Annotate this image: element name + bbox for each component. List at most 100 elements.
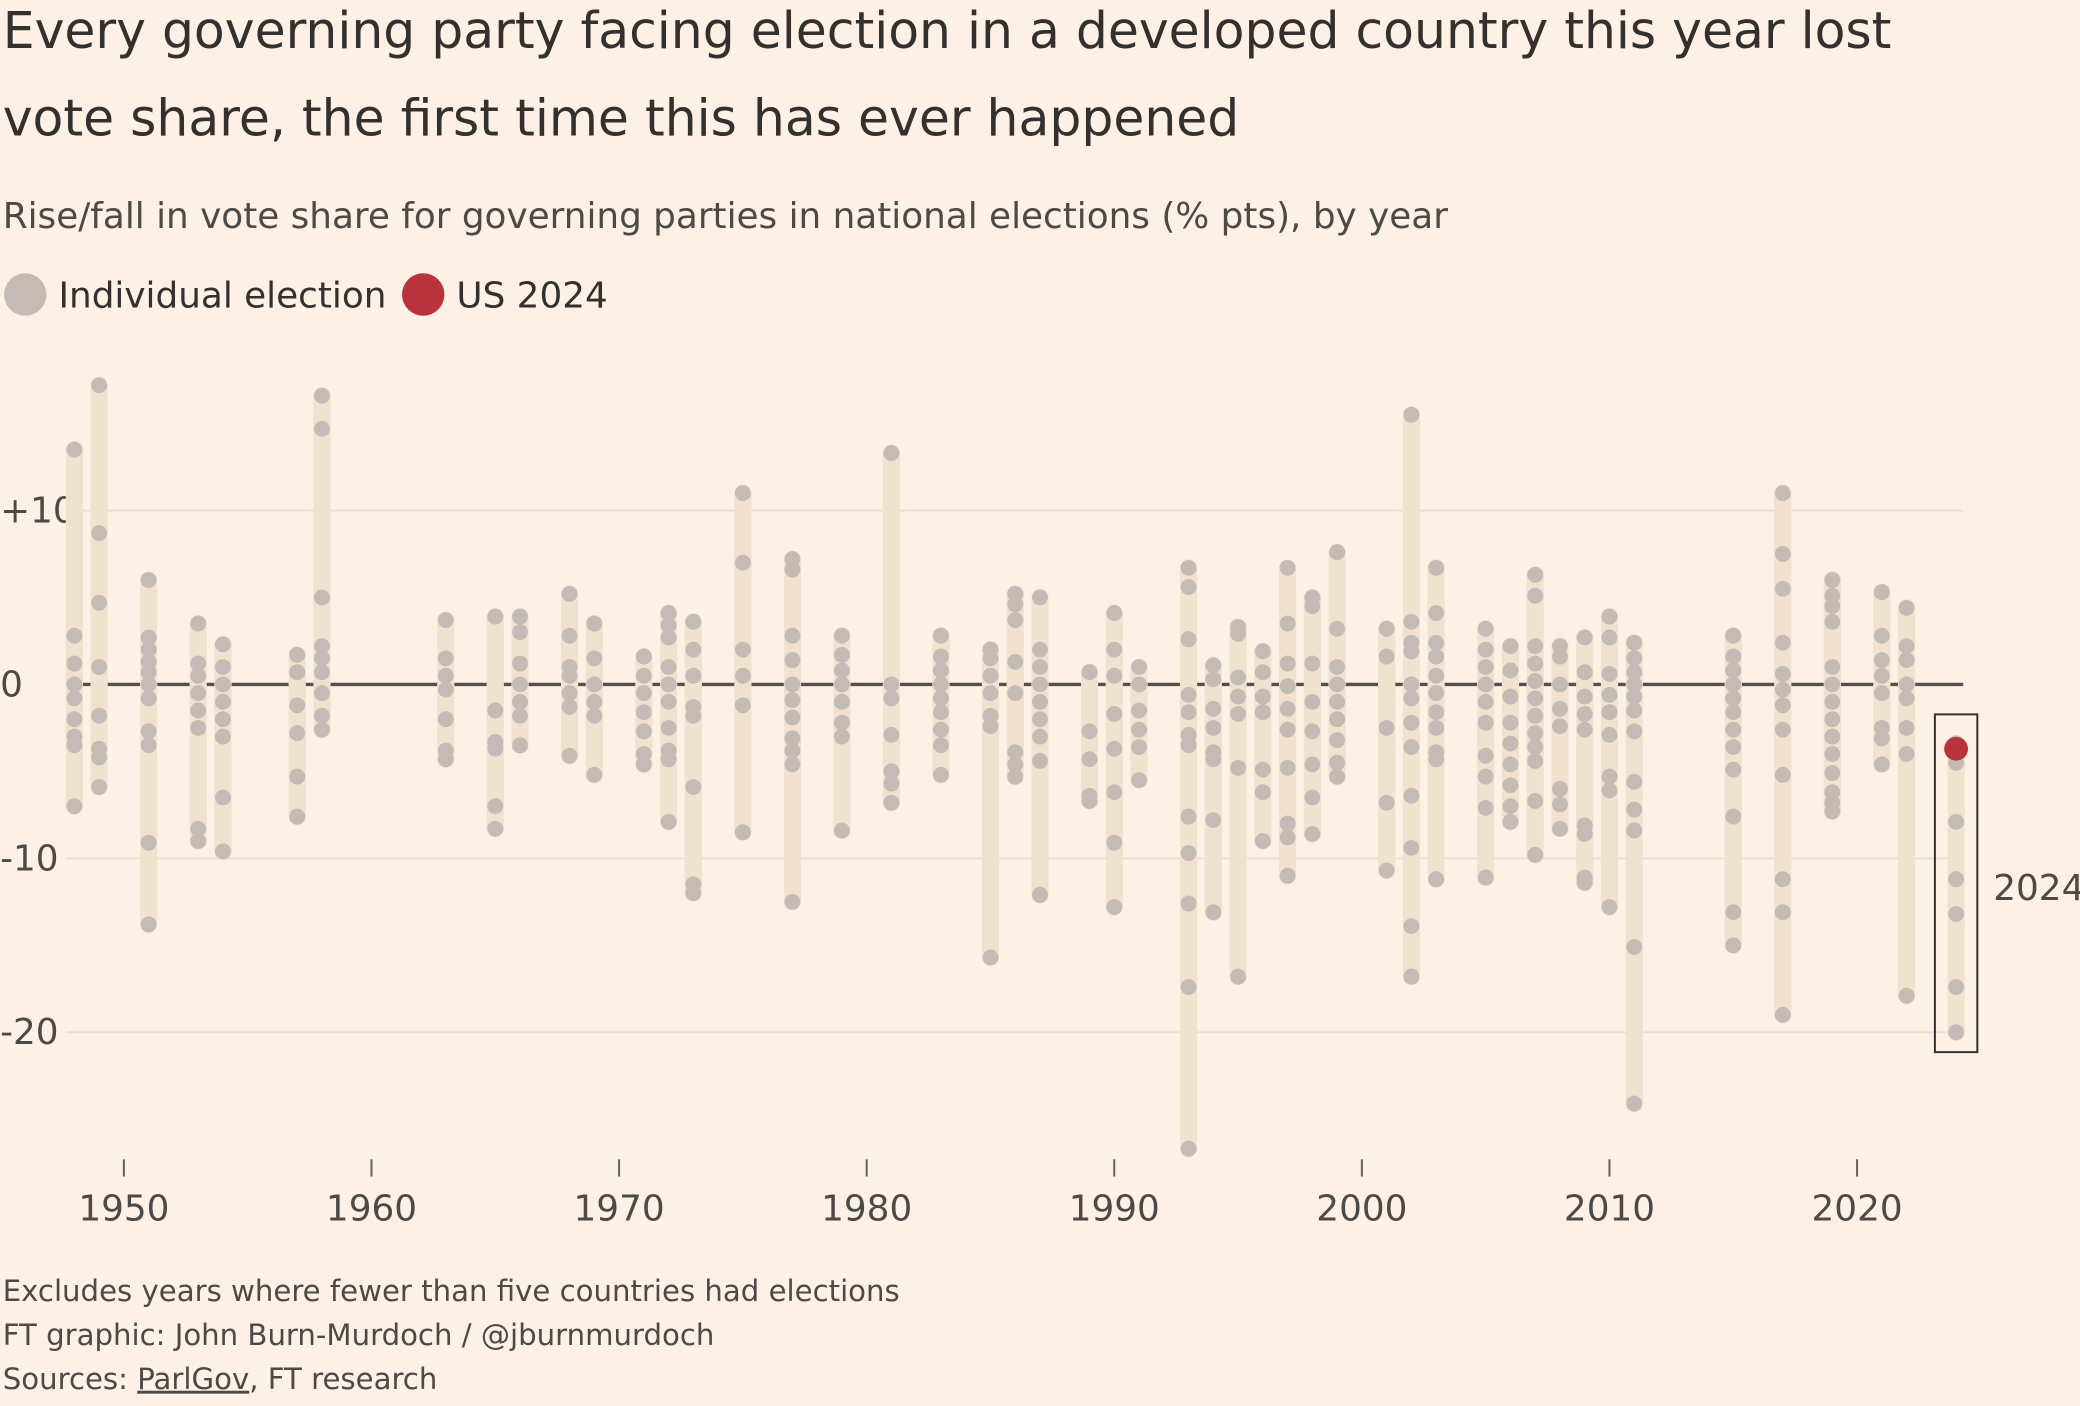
election-dot [1254, 643, 1271, 660]
election-dot [1626, 822, 1643, 839]
election-dot [1081, 792, 1098, 809]
election-dot [1279, 559, 1296, 576]
election-dot [1873, 685, 1890, 702]
election-dot [1007, 744, 1024, 761]
election-dot [1230, 968, 1247, 985]
subtitle: Rise/fall in vote share for governing pa… [3, 196, 1449, 237]
election-dot [784, 742, 801, 759]
election-dot [784, 756, 801, 773]
election-dot [1007, 653, 1024, 670]
election-dot [1403, 787, 1420, 804]
election-dot [214, 789, 231, 806]
election-dot [1774, 904, 1791, 921]
election-dot [1304, 693, 1321, 710]
election-dot [1898, 638, 1915, 655]
election-dot [1032, 752, 1048, 769]
election-dot [1774, 766, 1791, 783]
election-dot [635, 704, 652, 721]
election-dot [1502, 638, 1519, 655]
election-dot [214, 843, 231, 860]
election-dot [1824, 659, 1841, 675]
election-dot [487, 798, 504, 815]
election-dot [1725, 904, 1742, 921]
source-link[interactable]: ParlGov [137, 1362, 249, 1396]
election-dot [1279, 615, 1296, 632]
election-dot [1725, 704, 1742, 721]
election-dot [1081, 723, 1098, 740]
election-dot [933, 648, 949, 665]
election-dot [883, 690, 900, 707]
election-dot [1378, 794, 1395, 811]
election-dot [1601, 899, 1618, 915]
election-dot [1428, 667, 1445, 684]
election-dot [561, 699, 578, 715]
election-dot [561, 627, 578, 644]
election-dot [1601, 608, 1618, 625]
election-dot [66, 737, 83, 754]
election-dot [1254, 688, 1271, 705]
election-dot [487, 740, 504, 757]
election-dot [784, 730, 801, 747]
election-dot [586, 615, 603, 632]
legend-label: US 2024 [456, 276, 607, 317]
election-dot [1279, 759, 1296, 776]
election-dot [1403, 676, 1420, 693]
election-dot [1205, 700, 1222, 717]
election-dot [314, 387, 330, 404]
election-dot [1502, 756, 1519, 773]
election-dot [140, 834, 157, 851]
election-dot [1601, 782, 1618, 799]
election-dot [1329, 732, 1346, 749]
election-dot [1279, 721, 1296, 738]
election-dot [1304, 723, 1321, 740]
election-dot [1304, 789, 1321, 806]
election-dot [437, 681, 454, 698]
election-dot [1576, 706, 1593, 722]
election-dot [660, 676, 677, 693]
election-dot [314, 664, 330, 681]
legend: Individual election US 2024 [4, 273, 608, 317]
election-dot [660, 605, 677, 622]
election-dot [1576, 629, 1593, 646]
election-dot [685, 613, 702, 630]
election-dot [1131, 659, 1147, 675]
election-dot [1477, 714, 1494, 731]
election-dot [1032, 641, 1048, 658]
election-dot [289, 768, 306, 785]
election-dot [1725, 761, 1742, 778]
election-dot [140, 641, 157, 658]
election-dot [1898, 652, 1915, 669]
election-dot [1428, 871, 1445, 888]
election-dot [1403, 918, 1420, 935]
election-dot [635, 756, 652, 773]
election-dot [833, 714, 850, 731]
election-dot [1230, 688, 1247, 705]
election-dot [1824, 728, 1841, 745]
election-dot [784, 893, 801, 910]
election-dot [1279, 655, 1296, 672]
election-dot [833, 662, 850, 679]
election-dot [140, 664, 157, 681]
election-dot [1304, 826, 1321, 842]
election-dot [660, 719, 677, 736]
election-dot [933, 737, 949, 754]
election-dot [1007, 685, 1024, 702]
election-dot [883, 775, 900, 792]
election-dot [512, 676, 529, 693]
election-dot [66, 690, 83, 707]
election-dot [1898, 719, 1915, 736]
election-dot [1477, 747, 1494, 764]
election-dot [289, 697, 306, 714]
election-dot [561, 747, 578, 764]
election-dot [91, 707, 108, 724]
election-dot [1106, 667, 1123, 684]
election-dot [1725, 627, 1742, 644]
election-dot [1304, 655, 1321, 672]
election-dot [1527, 655, 1544, 672]
election-dot [1180, 979, 1197, 995]
election-dot [1551, 700, 1568, 717]
x-tick-label: 2020 [1812, 1188, 1903, 1229]
election-dot [561, 586, 578, 602]
election-dot [1254, 784, 1271, 801]
election-dot [933, 690, 949, 707]
